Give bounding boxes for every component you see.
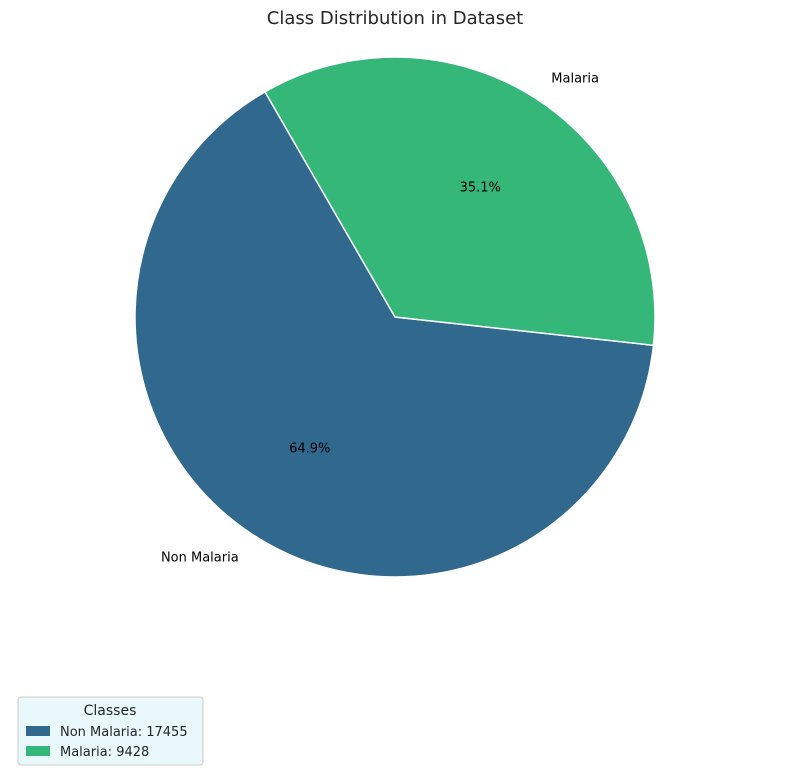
- pie-slices: [134, 56, 656, 578]
- slice-label-non-malaria: Non Malaria: [161, 551, 239, 566]
- legend-entry-malaria: Malaria: 9428: [60, 745, 149, 760]
- pie-slice-malaria: [263, 56, 656, 347]
- pie-slice-non-malaria: [134, 90, 655, 578]
- chart-title: Class Distribution in Dataset: [267, 8, 523, 29]
- legend-entry-non-malaria: Non Malaria: 17455: [60, 725, 188, 740]
- legend-swatch-malaria: [26, 746, 50, 756]
- legend: Classes Non Malaria: 17455 Malaria: 9428: [17, 696, 204, 766]
- legend-box: [17, 696, 204, 766]
- slice-label-malaria: Malaria: [551, 71, 599, 86]
- pie-slice-labels: Non Malaria 64.9% Malaria 35.1%: [161, 71, 599, 565]
- percent-label-malaria: 35.1%: [460, 180, 501, 195]
- legend-swatch-non-malaria: [26, 726, 50, 736]
- percent-label-non-malaria: 64.9%: [289, 442, 330, 457]
- legend-title: Classes: [84, 703, 137, 719]
